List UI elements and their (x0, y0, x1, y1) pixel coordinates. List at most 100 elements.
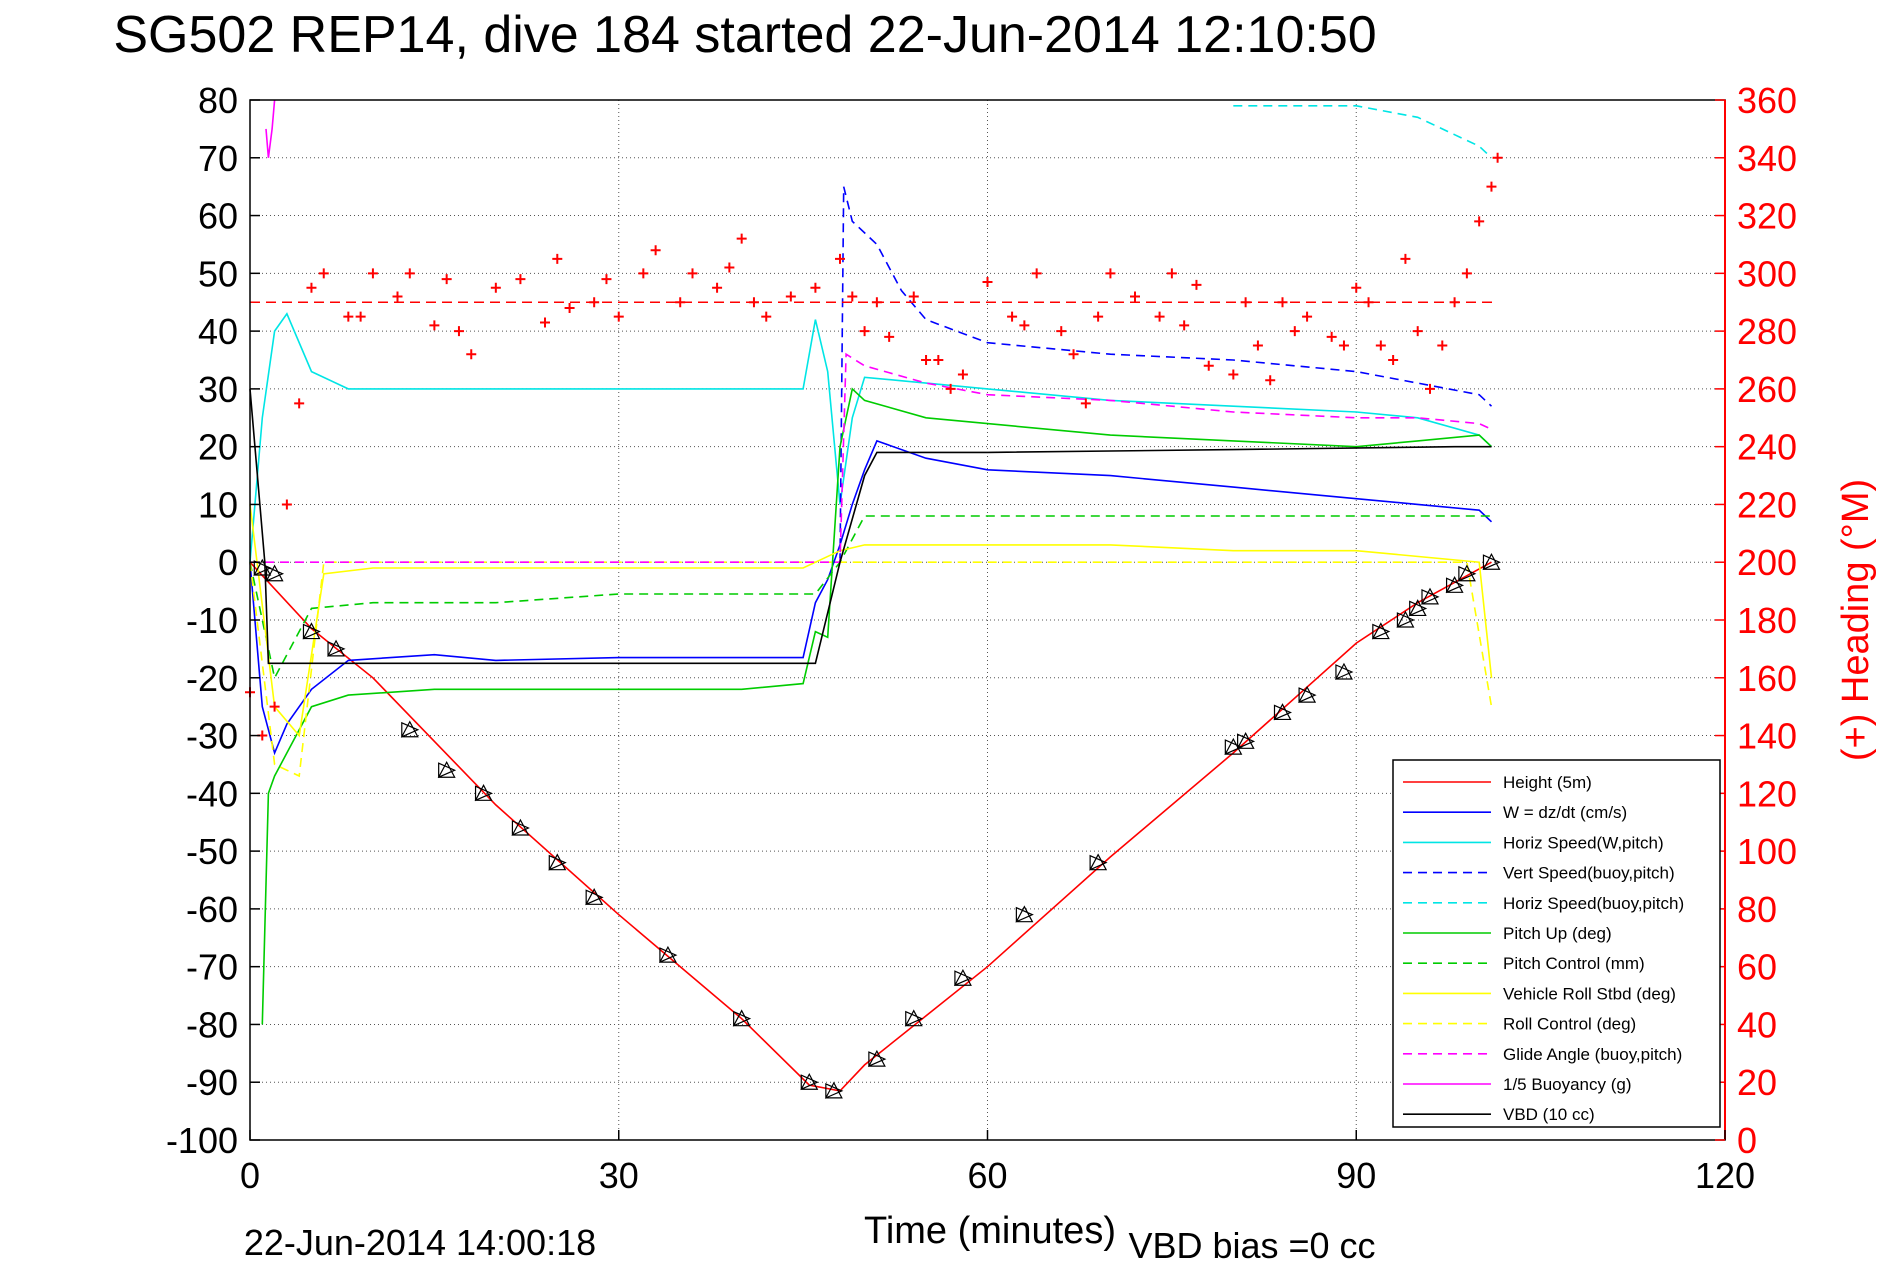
dive-marker-20 (1236, 732, 1256, 750)
heading-point-11 (404, 268, 415, 279)
heading-point-30 (736, 233, 747, 244)
series-line-0 (249, 561, 1492, 1092)
left-tick-label-18: -100 (166, 1120, 238, 1161)
legend: Height (5m) W = dz/dt (cm/s) Horiz Speed(W… (1392, 759, 1721, 1128)
heading-point-70 (1363, 297, 1374, 308)
legend-label-5: Pitch Up (deg) (1503, 924, 1612, 943)
left-tick-label-0: 80 (198, 80, 238, 121)
heading-point-62 (1252, 340, 1263, 351)
left-tick-label-8: 0 (218, 542, 238, 583)
heading-point-20 (564, 303, 575, 313)
heading-point-78 (1461, 268, 1472, 279)
left-tick-label-17: -90 (186, 1062, 238, 1103)
heading-point-10 (392, 291, 403, 302)
series-line-6 (249, 515, 1492, 681)
dive-marker-29 (1457, 564, 1477, 582)
heading-point-4 (294, 398, 305, 409)
heading-point-42 (933, 355, 944, 365)
dive-marker-26 (1408, 599, 1428, 617)
dive-marker-10 (658, 945, 678, 964)
x-axis-ticks: 0 30 60 90 120 (240, 1130, 1755, 1196)
right-tick-label-15: 60 (1737, 947, 1777, 988)
left-tick-label-11: -30 (186, 716, 238, 757)
left-tick-label-6: 20 (198, 427, 238, 468)
right-tick-label-10: 160 (1737, 658, 1797, 699)
heading-point-71 (1375, 340, 1386, 351)
right-tick-label-4: 280 (1737, 311, 1797, 352)
heading-point-59 (1203, 360, 1214, 371)
right-tick-label-6: 240 (1737, 427, 1797, 468)
heading-point-37 (859, 326, 870, 337)
legend-label-7: Vehicle Roll Stbd (deg) (1503, 984, 1676, 1003)
heading-point-69 (1351, 282, 1362, 293)
heading-point-65 (1289, 326, 1300, 337)
right-tick-label-7: 220 (1737, 484, 1797, 525)
left-tick-label-10: -20 (186, 658, 238, 699)
heading-point-60 (1228, 369, 1239, 380)
heading-point-79 (1474, 216, 1485, 227)
heading-point-67 (1326, 331, 1337, 342)
heading-layer (245, 152, 1503, 741)
right-tick-label-3: 300 (1737, 253, 1797, 294)
heading-point-51 (1080, 398, 1091, 409)
heading-point-33 (785, 291, 796, 302)
heading-point-61 (1240, 297, 1251, 308)
heading-point-38 (871, 297, 882, 308)
legend-label-3: Vert Speed(buoy,pitch) (1503, 864, 1675, 883)
right-tick-label-12: 120 (1737, 773, 1797, 814)
series-line-10 (265, 99, 276, 158)
left-tick-label-5: 30 (198, 369, 238, 410)
dive-marker-14 (867, 1049, 887, 1068)
heading-point-24 (638, 268, 649, 279)
series-line-2 (249, 312, 1493, 563)
heading-point-25 (650, 245, 661, 256)
dive-marker-25 (1396, 610, 1415, 628)
heading-point-57 (1179, 320, 1190, 331)
dive-marker-18 (1089, 853, 1108, 871)
heading-point-9 (367, 268, 378, 279)
left-tick-label-13: -50 (186, 831, 238, 872)
heading-point-40 (908, 291, 919, 302)
heading-point-39 (884, 331, 895, 342)
heading-point-14 (453, 326, 464, 337)
dive-marker-1 (265, 564, 285, 582)
heading-point-72 (1388, 355, 1399, 365)
legend-label-6: Pitch Control (mm) (1503, 954, 1645, 973)
dive-marker-30 (1482, 552, 1501, 571)
heading-point-8 (355, 311, 366, 322)
heading-point-15 (466, 349, 477, 360)
series-line-11 (249, 388, 1492, 665)
heading-point-3 (281, 499, 292, 510)
series-line-4 (1233, 105, 1493, 159)
heading-point-73 (1400, 253, 1411, 264)
legend-label-1: W = dz/dt (cm/s) (1503, 803, 1627, 822)
heading-point-5 (306, 282, 317, 293)
dive-marker-12 (800, 1072, 819, 1091)
heading-point-35 (835, 253, 845, 264)
x-tick-label-3: 90 (1336, 1155, 1376, 1196)
series-line-5 (261, 387, 1493, 1025)
legend-label-0: Height (5m) (1503, 773, 1592, 792)
heading-point-17 (515, 274, 526, 285)
left-tick-label-14: -60 (186, 889, 238, 930)
dive-marker-23 (1334, 662, 1354, 680)
legend-label-8: Roll Control (deg) (1503, 1015, 1636, 1034)
right-tick-label-11: 140 (1737, 716, 1797, 757)
left-tick-label-1: 70 (198, 138, 238, 179)
heading-point-44 (957, 369, 968, 380)
left-tick-label-15: -70 (186, 947, 238, 988)
heading-point-58 (1191, 279, 1202, 290)
right-axis-ticks: 3603403203002802602402202001801601401201… (1715, 80, 1797, 1161)
series-line-1 (249, 439, 1493, 756)
heading-point-48 (1031, 268, 1042, 279)
legend-label-11: VBD (10 cc) (1503, 1105, 1595, 1124)
dive-marker-layer (253, 552, 1501, 1099)
legend-label-10: 1/5 Buoyancy (g) (1503, 1075, 1632, 1094)
heading-point-63 (1265, 375, 1276, 386)
heading-point-26 (675, 297, 686, 308)
left-tick-label-4: 40 (198, 311, 238, 352)
heading-point-23 (613, 311, 624, 322)
dive-marker-15 (904, 1009, 924, 1027)
left-tick-label-12: -40 (186, 773, 238, 814)
